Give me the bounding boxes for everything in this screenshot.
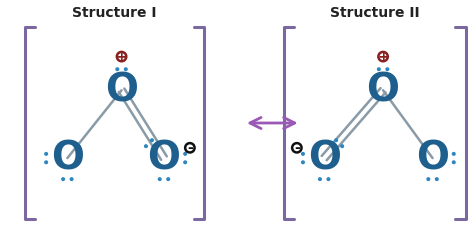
Text: Structure I: Structure I [72, 6, 157, 20]
Circle shape [62, 178, 64, 180]
Circle shape [45, 161, 47, 164]
Text: O: O [51, 139, 84, 177]
Text: O: O [416, 139, 449, 177]
Text: Structure II: Structure II [330, 6, 419, 20]
Circle shape [377, 68, 380, 71]
Circle shape [453, 161, 455, 164]
Text: -: - [294, 141, 300, 155]
Circle shape [335, 139, 337, 141]
Circle shape [319, 178, 321, 180]
Text: O: O [366, 71, 400, 109]
Circle shape [167, 178, 170, 180]
Circle shape [184, 153, 186, 155]
Circle shape [427, 178, 429, 180]
Circle shape [301, 153, 304, 155]
Circle shape [158, 178, 161, 180]
Text: O: O [147, 139, 181, 177]
Circle shape [116, 68, 118, 71]
Circle shape [327, 178, 330, 180]
Circle shape [151, 139, 153, 141]
Circle shape [436, 178, 438, 180]
Circle shape [453, 153, 455, 155]
Circle shape [70, 178, 73, 180]
Text: +: + [377, 50, 389, 63]
Circle shape [45, 153, 47, 155]
Text: O: O [308, 139, 341, 177]
Circle shape [386, 68, 389, 71]
Circle shape [145, 145, 147, 148]
Circle shape [341, 145, 344, 148]
Circle shape [125, 68, 127, 71]
Text: -: - [187, 141, 193, 155]
Circle shape [184, 161, 186, 164]
Circle shape [301, 161, 304, 164]
Text: +: + [116, 50, 128, 63]
Text: O: O [105, 71, 138, 109]
